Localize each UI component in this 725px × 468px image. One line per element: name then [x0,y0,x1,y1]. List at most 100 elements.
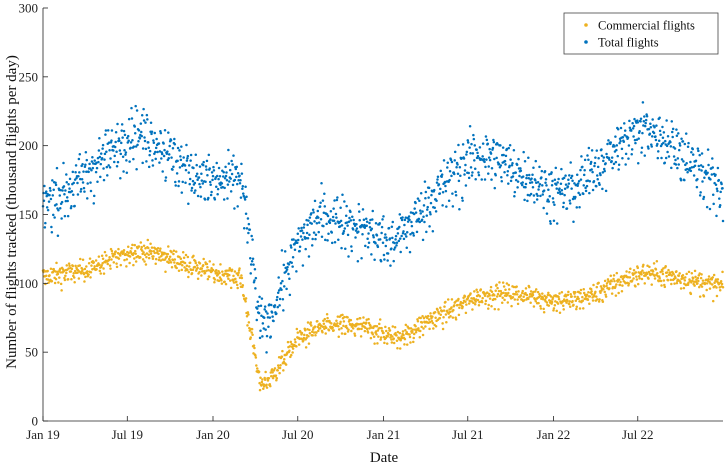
data-point [544,181,547,184]
data-point [541,193,544,196]
data-point [487,303,490,307]
data-point [645,114,649,118]
data-point [421,210,424,213]
data-point [345,204,348,208]
data-point [588,302,591,305]
data-point [446,161,449,164]
data-point [673,147,677,150]
data-point [660,156,663,160]
data-point [567,290,570,294]
data-point [643,115,646,118]
data-point [331,215,335,219]
data-point [523,198,526,202]
data-point [604,295,608,298]
data-point [226,183,230,186]
data-point [112,261,116,264]
data-point [301,264,305,267]
data-point [478,295,482,298]
data-point [207,153,211,157]
data-point [330,231,334,234]
data-point [278,371,281,375]
data-point [356,259,360,263]
data-point [560,290,564,294]
data-point [417,217,421,221]
data-point [412,212,416,216]
data-point [233,207,236,210]
data-point [294,239,298,242]
data-point [216,192,219,196]
data-point [81,268,84,271]
data-point [464,300,467,304]
data-point [467,171,470,175]
data-point [538,165,541,169]
data-point [707,277,710,281]
data-point [260,314,263,317]
data-point [683,279,687,282]
data-point [170,156,173,159]
data-point [65,173,68,176]
data-point [566,185,570,188]
data-point [319,218,323,221]
data-point [649,122,652,126]
data-point [296,241,299,244]
data-point [451,205,455,208]
data-point [246,311,250,314]
data-point [160,157,163,160]
data-point [185,159,189,162]
data-point [313,325,317,328]
data-point [226,275,229,278]
data-point [515,163,519,167]
data-point [699,164,703,167]
data-point [680,158,684,161]
data-point [586,298,590,301]
data-point [179,158,183,162]
data-point [500,175,503,179]
data-point [614,285,617,288]
data-point [451,192,454,195]
data-point [211,178,214,182]
data-point [528,181,532,184]
data-point [110,249,114,253]
data-point [428,320,432,324]
data-point [497,162,501,166]
data-point [187,270,191,274]
data-point [449,158,453,162]
data-point [295,327,299,331]
data-point [564,183,568,186]
data-point [91,166,95,170]
data-point [241,187,244,190]
data-point [358,317,362,320]
data-point [227,162,231,165]
data-point [86,270,89,273]
data-point [224,282,228,286]
data-point [523,160,527,163]
x-tick-label: Jan 22 [537,427,571,442]
data-point [173,258,177,261]
data-point [704,282,707,285]
data-point [412,340,415,344]
data-point [518,174,521,178]
data-point [92,260,96,264]
data-point [485,158,488,161]
data-point [307,219,310,222]
data-point [365,220,369,223]
data-point [430,193,433,197]
data-point [567,182,571,185]
data-point [306,223,309,227]
data-point [51,179,54,182]
data-point [516,180,520,183]
data-point [370,253,373,256]
data-point [463,169,467,172]
data-point [481,155,484,158]
data-point [160,152,164,156]
data-point [629,267,632,271]
data-point [581,295,584,299]
data-point [376,329,380,332]
data-point [408,335,412,339]
data-point [134,104,137,108]
data-point [486,291,489,294]
data-point [674,163,678,166]
data-point [65,271,68,275]
data-point [72,181,75,185]
data-point [622,140,626,143]
